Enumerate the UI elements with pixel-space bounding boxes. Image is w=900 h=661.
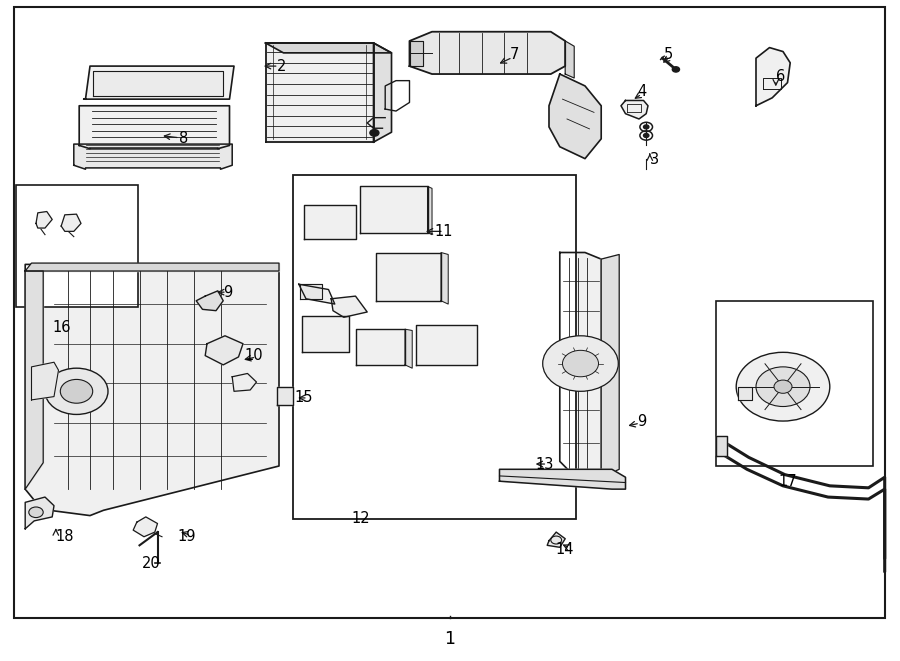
Polygon shape (549, 74, 601, 159)
Bar (716, 301, 873, 466)
Polygon shape (547, 532, 565, 547)
Polygon shape (266, 43, 374, 142)
Polygon shape (428, 186, 432, 235)
Circle shape (774, 380, 792, 393)
Polygon shape (36, 212, 52, 228)
Circle shape (756, 367, 810, 407)
Text: 15: 15 (294, 391, 313, 405)
Polygon shape (93, 71, 223, 96)
Text: 2: 2 (277, 59, 286, 73)
Text: 18: 18 (56, 529, 75, 544)
Text: 9: 9 (637, 414, 646, 429)
Polygon shape (277, 387, 292, 405)
Polygon shape (232, 373, 256, 391)
Text: 1: 1 (445, 630, 455, 648)
Circle shape (370, 130, 379, 136)
Text: 8: 8 (179, 132, 188, 146)
Text: 6: 6 (776, 69, 785, 83)
Polygon shape (356, 329, 405, 365)
Bar (16, 185, 138, 307)
Text: 5: 5 (664, 47, 673, 61)
Text: 13: 13 (536, 457, 554, 471)
Text: 14: 14 (555, 543, 574, 557)
Polygon shape (84, 66, 234, 99)
Polygon shape (299, 284, 335, 304)
Text: 3: 3 (650, 153, 659, 167)
Circle shape (672, 67, 680, 72)
Polygon shape (560, 253, 601, 484)
Polygon shape (441, 253, 448, 304)
Circle shape (736, 352, 830, 421)
Polygon shape (416, 325, 477, 365)
Polygon shape (304, 205, 356, 239)
Text: 19: 19 (177, 529, 196, 544)
Polygon shape (25, 263, 279, 271)
Polygon shape (716, 436, 727, 456)
Polygon shape (300, 284, 322, 299)
Polygon shape (25, 264, 279, 516)
Circle shape (60, 379, 93, 403)
Circle shape (543, 336, 618, 391)
Polygon shape (79, 106, 230, 149)
Polygon shape (360, 186, 427, 233)
Polygon shape (302, 316, 349, 352)
Polygon shape (32, 362, 58, 400)
Polygon shape (756, 48, 790, 106)
Text: 12: 12 (351, 512, 370, 526)
Polygon shape (500, 469, 626, 489)
Circle shape (29, 507, 43, 518)
Polygon shape (266, 43, 392, 53)
Text: 10: 10 (244, 348, 263, 363)
Polygon shape (133, 517, 158, 537)
Polygon shape (331, 296, 367, 317)
Polygon shape (738, 387, 752, 400)
Polygon shape (410, 41, 423, 66)
Text: 17: 17 (778, 474, 797, 488)
Polygon shape (374, 43, 392, 142)
Text: 20: 20 (142, 556, 161, 570)
Text: 7: 7 (510, 47, 519, 61)
Text: 11: 11 (434, 224, 453, 239)
Bar (292, 175, 576, 519)
Polygon shape (601, 254, 619, 477)
Polygon shape (61, 214, 81, 231)
Polygon shape (205, 336, 243, 365)
Text: 9: 9 (223, 285, 232, 299)
Polygon shape (410, 32, 565, 74)
Text: 4: 4 (637, 84, 646, 98)
Circle shape (45, 368, 108, 414)
Polygon shape (376, 253, 441, 301)
Polygon shape (74, 144, 232, 169)
Circle shape (562, 350, 598, 377)
Polygon shape (565, 41, 574, 78)
Text: 16: 16 (52, 320, 71, 334)
Circle shape (644, 134, 649, 137)
Circle shape (644, 125, 649, 129)
Polygon shape (405, 329, 412, 368)
Polygon shape (621, 100, 648, 119)
Polygon shape (25, 497, 54, 529)
Polygon shape (196, 291, 223, 311)
Polygon shape (25, 271, 43, 489)
